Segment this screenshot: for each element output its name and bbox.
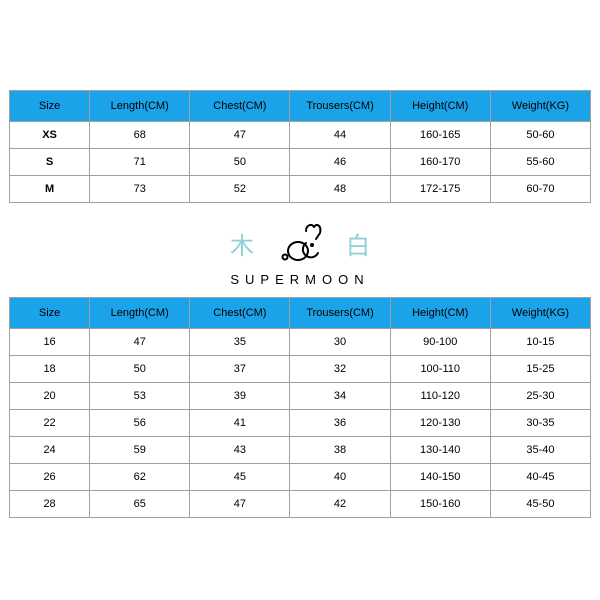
- table-cell: 42: [290, 491, 390, 518]
- table-cell: 39: [190, 383, 290, 410]
- table-cell: 48: [290, 176, 390, 203]
- logo-row: 木 白: [0, 221, 600, 266]
- column-header: Trousers(CM): [290, 91, 390, 122]
- table-row: M735248172-17560-70: [10, 176, 591, 203]
- table-cell: 36: [290, 410, 390, 437]
- table-cell: 71: [90, 149, 190, 176]
- table-cell: 43: [190, 437, 290, 464]
- table-cell: 47: [190, 491, 290, 518]
- table-cell: 160-170: [390, 149, 490, 176]
- size-chart-page: SizeLength(CM)Chest(CM)Trousers(CM)Heigh…: [0, 0, 600, 600]
- table-cell: 30: [290, 329, 390, 356]
- table-cell: 18: [10, 356, 90, 383]
- table-cell: 16: [10, 329, 90, 356]
- column-header: Weight(KG): [490, 91, 590, 122]
- table-cell: 20: [10, 383, 90, 410]
- table-cell: 90-100: [390, 329, 490, 356]
- table-cell: 47: [90, 329, 190, 356]
- table-cell: 47: [190, 122, 290, 149]
- table-cell: 22: [10, 410, 90, 437]
- table-cell: 62: [90, 464, 190, 491]
- table-cell: 53: [90, 383, 190, 410]
- kids-size-table: SizeLength(CM)Chest(CM)Trousers(CM)Heigh…: [9, 297, 591, 518]
- table-cell: 45: [190, 464, 290, 491]
- table-cell: 120-130: [390, 410, 490, 437]
- table-cell: 110-120: [390, 383, 490, 410]
- column-header: Chest(CM): [190, 91, 290, 122]
- table-cell: 60-70: [490, 176, 590, 203]
- table-cell: 28: [10, 491, 90, 518]
- table-row: 22564136120-13030-35: [10, 410, 591, 437]
- table-cell: 41: [190, 410, 290, 437]
- table-row: S715046160-17055-60: [10, 149, 591, 176]
- column-header: Trousers(CM): [290, 298, 390, 329]
- table-cell: 52: [190, 176, 290, 203]
- table-cell: 150-160: [390, 491, 490, 518]
- table-row: 20533934110-12025-30: [10, 383, 591, 410]
- table-cell: 32: [290, 356, 390, 383]
- table-cell: 100-110: [390, 356, 490, 383]
- column-header: Height(CM): [390, 91, 490, 122]
- table-cell: 46: [290, 149, 390, 176]
- table-cell: 160-165: [390, 122, 490, 149]
- table-cell: 25-30: [490, 383, 590, 410]
- table-cell: 140-150: [390, 464, 490, 491]
- table-cell: 35-40: [490, 437, 590, 464]
- table-cell: 38: [290, 437, 390, 464]
- table-cell: 50: [190, 149, 290, 176]
- table-cell: 59: [90, 437, 190, 464]
- table-cell: 30-35: [490, 410, 590, 437]
- column-header: Height(CM): [390, 298, 490, 329]
- table-cell: 65: [90, 491, 190, 518]
- table-cell: 50: [90, 356, 190, 383]
- table-header-row: SizeLength(CM)Chest(CM)Trousers(CM)Heigh…: [10, 298, 591, 329]
- table-cell: M: [10, 176, 90, 203]
- table-cell: 15-25: [490, 356, 590, 383]
- column-header: Weight(KG): [490, 298, 590, 329]
- rabbit-icon: [272, 221, 328, 266]
- table-row: XS684744160-16550-60: [10, 122, 591, 149]
- table-cell: XS: [10, 122, 90, 149]
- table-cell: 45-50: [490, 491, 590, 518]
- table-cell: 24: [10, 437, 90, 464]
- table-cell: 40: [290, 464, 390, 491]
- brand-logo-block: 木 白 SUPERMOON: [0, 221, 600, 287]
- table-cell: 55-60: [490, 149, 590, 176]
- cjk-left-char: 木: [230, 226, 254, 261]
- table-row: 26624540140-15040-45: [10, 464, 591, 491]
- table-cell: 10-15: [490, 329, 590, 356]
- table-row: 28654742150-16045-50: [10, 491, 591, 518]
- brand-name: SUPERMOON: [0, 272, 600, 287]
- column-header: Size: [10, 91, 90, 122]
- adult-size-table: SizeLength(CM)Chest(CM)Trousers(CM)Heigh…: [9, 90, 591, 203]
- adult-size-table-container: SizeLength(CM)Chest(CM)Trousers(CM)Heigh…: [0, 90, 600, 203]
- column-header: Length(CM): [90, 91, 190, 122]
- table-row: 1647353090-10010-15: [10, 329, 591, 356]
- table-cell: 73: [90, 176, 190, 203]
- table-cell: 130-140: [390, 437, 490, 464]
- table-cell: 44: [290, 122, 390, 149]
- table-cell: 172-175: [390, 176, 490, 203]
- column-header: Length(CM): [90, 298, 190, 329]
- table-cell: 50-60: [490, 122, 590, 149]
- table-cell: 37: [190, 356, 290, 383]
- column-header: Chest(CM): [190, 298, 290, 329]
- table-row: 24594338130-14035-40: [10, 437, 591, 464]
- table-cell: 34: [290, 383, 390, 410]
- table-cell: 26: [10, 464, 90, 491]
- table-cell: 56: [90, 410, 190, 437]
- table-cell: 68: [90, 122, 190, 149]
- table-cell: 40-45: [490, 464, 590, 491]
- table-header-row: SizeLength(CM)Chest(CM)Trousers(CM)Heigh…: [10, 91, 591, 122]
- table-row: 18503732100-11015-25: [10, 356, 591, 383]
- column-header: Size: [10, 298, 90, 329]
- cjk-right-char: 白: [346, 226, 370, 261]
- table-cell: 35: [190, 329, 290, 356]
- kids-size-table-container: SizeLength(CM)Chest(CM)Trousers(CM)Heigh…: [0, 297, 600, 518]
- table-cell: S: [10, 149, 90, 176]
